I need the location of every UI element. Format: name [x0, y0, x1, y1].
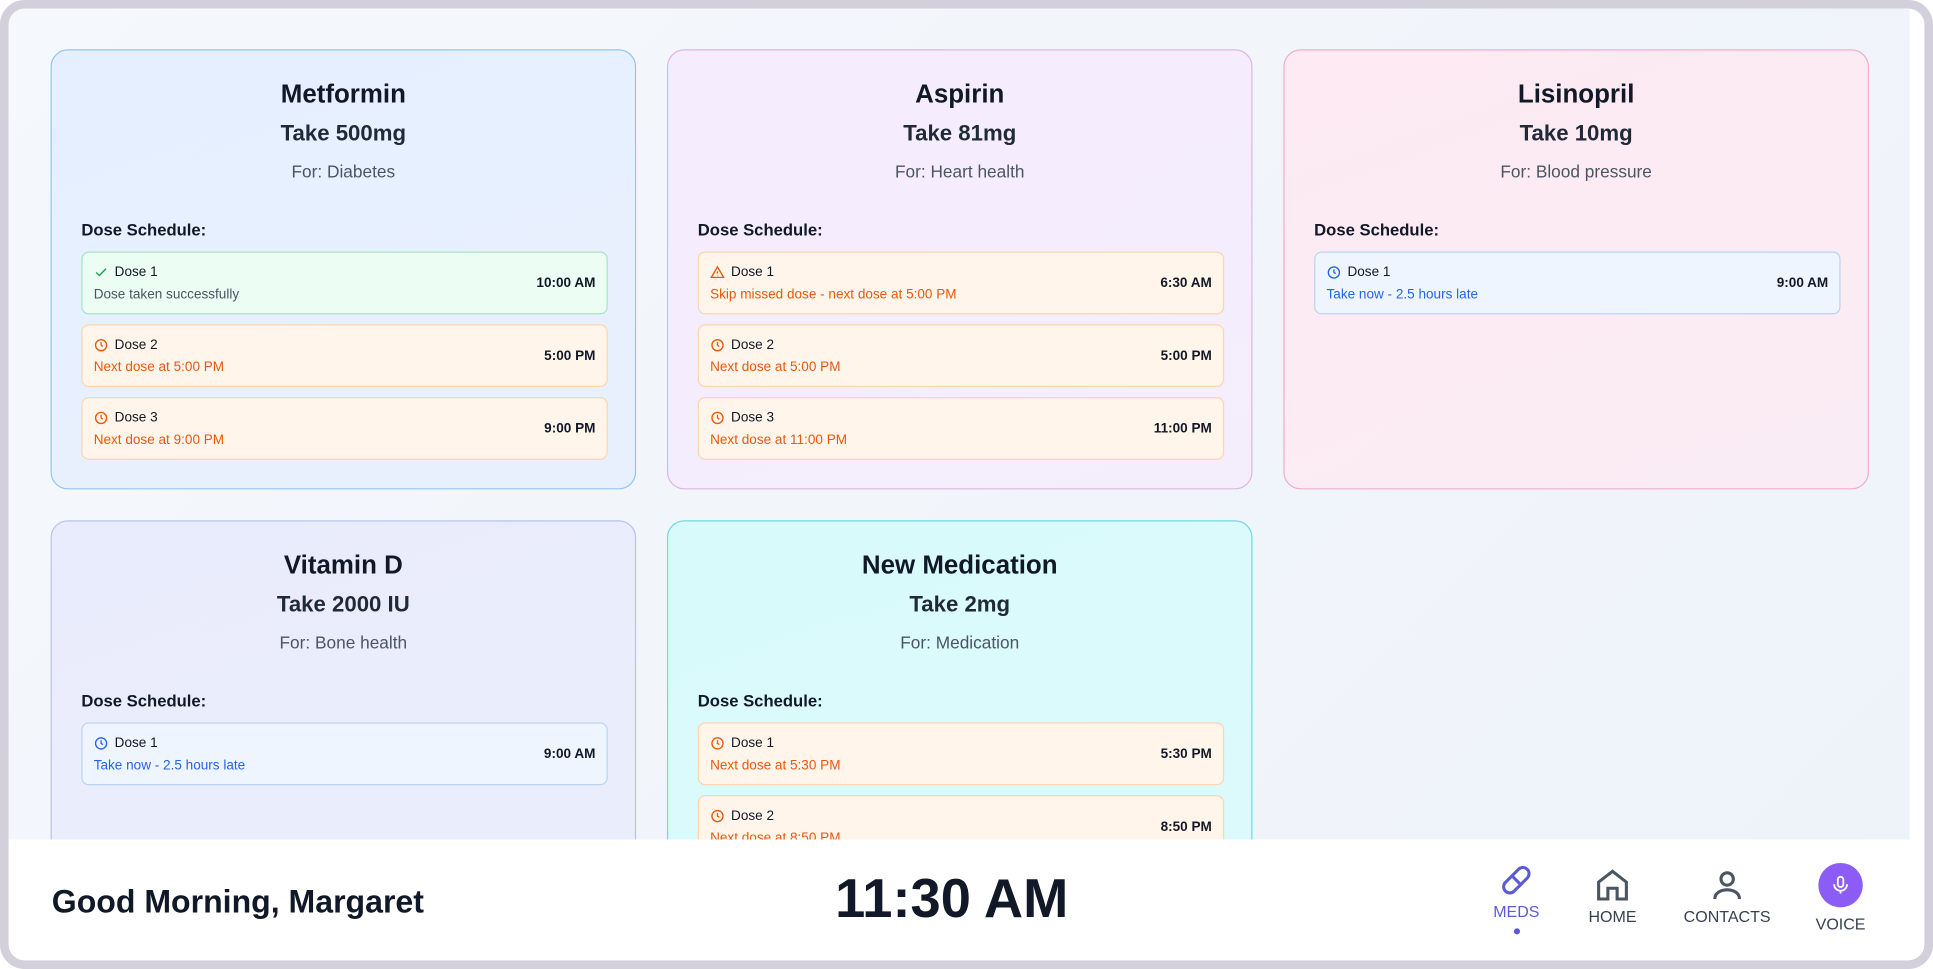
medication-name: Aspirin — [915, 80, 1005, 109]
schedule-label: Dose Schedule: — [697, 220, 823, 240]
dose-amount: Take 10mg — [1519, 120, 1633, 146]
medication-card: Metformin Take 500mg For: Diabetes Dose Sch… — [50, 49, 637, 490]
nav-label: MEDS — [1493, 902, 1540, 921]
dose-icon — [94, 737, 108, 750]
dose-icon — [711, 809, 724, 823]
dose-status: Next dose at 9:00 PM — [93, 432, 225, 448]
dose-row: Dose 2 Next dose at 5:00 PM 5:00 PM — [81, 324, 608, 388]
dose-row: Dose 1 Next dose at 5:30 PM 5:30 PM — [697, 722, 1225, 786]
dose-icon — [95, 268, 107, 277]
greeting: Good Morning, Margaret — [51, 882, 424, 920]
home-icon — [1597, 869, 1628, 901]
nav-voice[interactable]: VOICE — [1785, 862, 1896, 934]
medication-name: Vitamin D — [283, 551, 403, 580]
clock: 11:30 AM — [835, 869, 1069, 930]
dose-amount: Take 500mg — [280, 120, 407, 146]
dose-label: Dose 1 — [731, 735, 775, 751]
dose-icon — [710, 265, 725, 279]
schedule-label: Dose Schedule: — [697, 691, 823, 711]
dose-row: Dose 3 Next dose at 11:00 PM 11:00 PM — [697, 396, 1225, 460]
dose-label: Dose 3 — [114, 410, 158, 426]
purpose: For: Diabetes — [291, 161, 396, 182]
pill-icon — [1502, 865, 1531, 895]
dose-icon — [711, 411, 724, 425]
active-dot — [1513, 928, 1520, 935]
medication-card: Vitamin D Take 2000 IU For: Bone health Dos… — [50, 520, 637, 840]
dose-label: Dose 1 — [1347, 265, 1391, 280]
dose-time: 6:30 AM — [1160, 276, 1212, 291]
dose-time: 5:00 PM — [1160, 348, 1212, 364]
dose-icon — [711, 338, 724, 352]
dose-time: 11:00 PM — [1153, 421, 1212, 437]
dose-row: Dose 1 Dose taken successfully 10:00 AM — [81, 251, 608, 315]
purpose: For: Blood pressure — [1500, 161, 1652, 182]
dose-row: Dose 3 Next dose at 9:00 PM 9:00 PM — [81, 396, 608, 460]
dose-icon — [711, 737, 724, 750]
nav-contacts[interactable]: CONTACTS — [1672, 867, 1783, 926]
dose-time: 9:00 AM — [1776, 276, 1829, 291]
dose-row: Dose 2 Next dose at 5:00 PM 5:00 PM — [697, 324, 1225, 388]
dose-status: Next dose at 5:00 PM — [93, 359, 225, 375]
dose-status: Take now - 2.5 hours late — [1326, 287, 1479, 303]
dose-status: Next dose at 8:50 PM — [710, 830, 841, 840]
dose-row: Dose 1 Take now - 2.5 hours late 9:00 AM — [81, 722, 608, 786]
medication-grid: Metformin Take 500mg For: Diabetes Dose Sch… — [8, 8, 1910, 840]
dose-amount: Take 2mg — [909, 591, 1011, 617]
dose-icon — [1327, 266, 1341, 279]
dose-row: Dose 1 Take now - 2.5 hours late 9:00 AM — [1314, 251, 1841, 315]
dose-status: Take now - 2.5 hours late — [93, 758, 246, 773]
dose-time: 8:50 PM — [1160, 819, 1212, 835]
dose-status: Next dose at 5:30 PM — [710, 758, 841, 773]
nav-label: HOME — [1588, 907, 1637, 926]
dose-label: Dose 2 — [114, 337, 158, 353]
dose-amount: Take 81mg — [903, 120, 1017, 146]
medication-name: Lisinopril — [1517, 80, 1635, 109]
nav-label: VOICE — [1815, 914, 1866, 934]
dose-status: Skip missed dose - next dose at 5:00 PM — [710, 287, 957, 303]
dose-time: 5:30 PM — [1160, 747, 1212, 762]
purpose: For: Medication — [900, 632, 1020, 653]
dose-icon — [94, 338, 108, 352]
dose-label: Dose 3 — [731, 410, 775, 426]
dose-label: Dose 2 — [731, 808, 775, 824]
nav-label: CONTACTS — [1683, 907, 1771, 926]
dose-status: Next dose at 11:00 PM — [710, 432, 848, 448]
medication-name: Metformin — [280, 80, 406, 109]
purpose: For: Bone health — [279, 632, 408, 653]
dose-status: Next dose at 5:00 PM — [710, 359, 841, 375]
voice-button — [1818, 862, 1863, 908]
schedule-label: Dose Schedule: — [81, 220, 207, 240]
dose-time: 9:00 AM — [543, 747, 596, 762]
medication-card: Aspirin Take 81mg For: Heart health Dose Sc… — [666, 49, 1253, 490]
dose-row: Dose 1 Skip missed dose - next dose at 5:… — [697, 251, 1225, 315]
dose-label: Dose 2 — [731, 337, 775, 353]
medication-card: Lisinopril Take 10mg For: Blood pressure Do… — [1283, 49, 1869, 490]
dose-icon — [94, 411, 108, 425]
nav-meds[interactable]: MEDS — [1461, 862, 1572, 935]
dose-status: Dose taken successfully — [93, 287, 240, 303]
dose-time: 9:00 PM — [544, 421, 596, 437]
dose-label: Dose 1 — [114, 735, 158, 751]
schedule-label: Dose Schedule: — [81, 691, 207, 711]
mic-icon — [1833, 875, 1848, 894]
bottom-bar: Good Morning, Margaret 11:30 AM MEDS HOM… — [8, 839, 1910, 961]
person-icon — [1713, 871, 1742, 900]
dose-time: 5:00 PM — [544, 348, 596, 364]
schedule-label: Dose Schedule: — [1314, 220, 1440, 240]
dose-label: Dose 1 — [731, 265, 775, 280]
dose-row: Dose 2 Next dose at 8:50 PM 8:50 PM — [697, 795, 1225, 840]
medication-card: New Medication Take 2mg For: Medication Dos… — [666, 520, 1253, 840]
dose-time: 10:00 AM — [536, 276, 596, 291]
purpose: For: Heart health — [894, 161, 1025, 182]
nav-home[interactable]: HOME — [1557, 867, 1668, 926]
dose-amount: Take 2000 IU — [276, 591, 410, 617]
dose-label: Dose 1 — [114, 265, 158, 280]
medication-name: New Medication — [861, 551, 1058, 580]
